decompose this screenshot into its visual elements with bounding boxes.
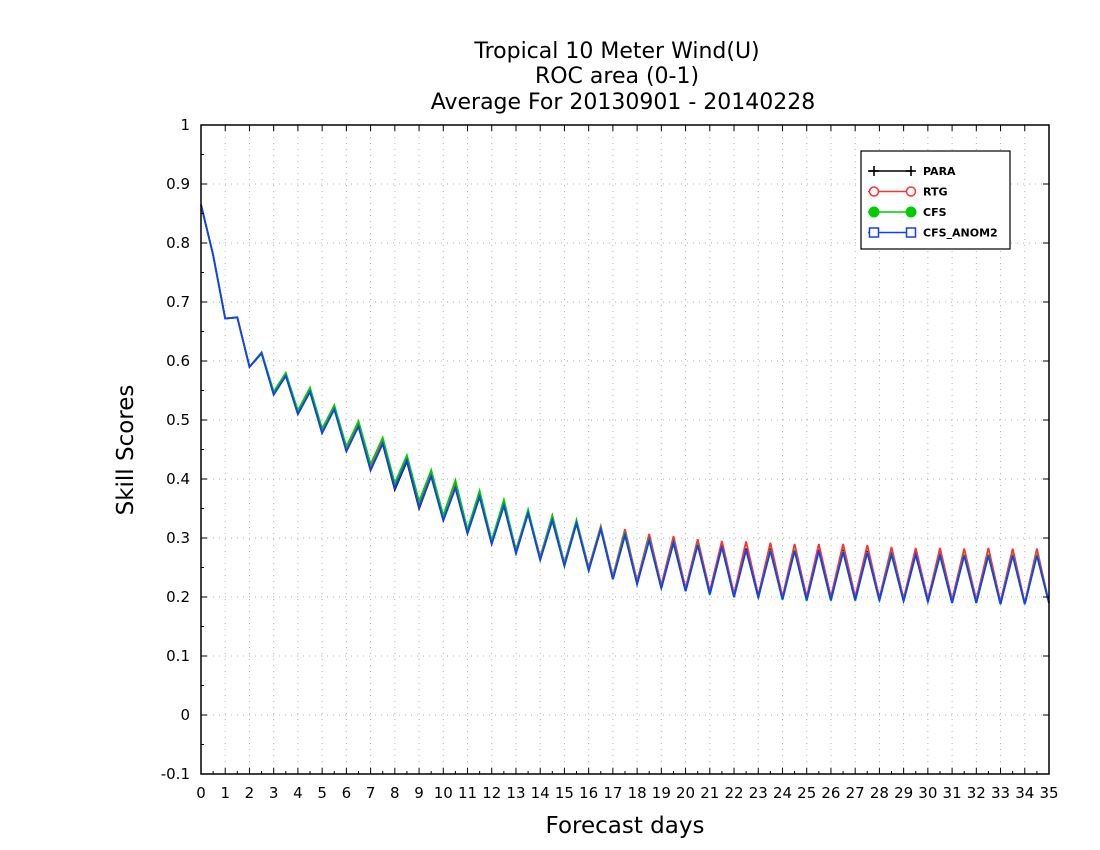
x-tick-label: 28	[870, 784, 889, 802]
x-tick-label: 8	[390, 784, 400, 802]
x-tick-label: 22	[724, 784, 743, 802]
title-line-2: ROC area (0-1)	[535, 64, 699, 89]
x-tick-label: 23	[749, 784, 768, 802]
x-tick-label: 26	[821, 784, 840, 802]
axis-ticks: 0 1 2 3 4 5 6 7 8 9 10 11 12 13 14 15 16 17 18 19 20 21 22 23 24…	[161, 116, 1059, 802]
y-tick-label: 0.8	[166, 234, 190, 252]
x-tick-label: 3	[269, 784, 279, 802]
x-tick-label: 18	[628, 784, 647, 802]
x-tick-label: 32	[967, 784, 986, 802]
x-tick-label: 35	[1039, 784, 1058, 802]
x-tick-label: 27	[846, 784, 865, 802]
x-tick-label: 15	[555, 784, 574, 802]
y-axis-label: Skill Scores	[113, 385, 139, 516]
x-tick-label: 5	[317, 784, 327, 802]
x-tick-label: 31	[943, 784, 962, 802]
series-lines	[200, 204, 1050, 606]
y-tick-label: 0.9	[166, 175, 190, 193]
series-line-cfs	[200, 204, 1050, 605]
x-tick-label: 33	[991, 784, 1010, 802]
y-tick-label: 0.3	[166, 529, 190, 547]
x-tick-label: 1	[220, 784, 230, 802]
x-tick-label: 11	[458, 784, 477, 802]
y-tick-label: -0.1	[161, 765, 190, 783]
x-tick-label: 7	[366, 784, 376, 802]
legend-label-para: PARA	[923, 165, 956, 178]
grid	[201, 125, 1049, 774]
legend: PARA RTG CFS CFS_ANOM2	[860, 150, 1011, 250]
x-tick-label: 2	[245, 784, 255, 802]
x-tick-label: 20	[676, 784, 695, 802]
legend-marker-cfs-anom2	[868, 227, 880, 238]
legend-marker-rtg	[868, 186, 880, 197]
series-line-cfs-anom2	[200, 204, 1050, 606]
y-tick-label: 0.4	[166, 470, 190, 488]
legend-label-cfs-anom2: CFS_ANOM2	[923, 227, 998, 240]
chart-title: Tropical 10 Meter Wind(U) ROC area (0-1)…	[431, 39, 816, 115]
x-tick-label: 4	[293, 784, 303, 802]
y-tick-label: 0.7	[166, 293, 190, 311]
x-tick-label: 6	[342, 784, 352, 802]
y-tick-label: 0.6	[166, 352, 190, 370]
x-tick-label: 21	[700, 784, 719, 802]
x-tick-label: 29	[894, 784, 913, 802]
title-line-1: Tropical 10 Meter Wind(U)	[473, 39, 759, 64]
x-tick-label: 17	[603, 784, 622, 802]
y-tick-label: 0.2	[166, 588, 190, 606]
legend-marker-cfs	[868, 206, 880, 218]
y-tick-label: 1	[180, 116, 190, 134]
title-line-3: Average For 20130901 - 20140228	[431, 90, 816, 115]
x-tick-label: 14	[531, 784, 550, 802]
x-tick-label: 13	[506, 784, 525, 802]
x-tick-label: 25	[797, 784, 816, 802]
series-line-rtg	[200, 204, 1050, 604]
legend-label-cfs: CFS	[923, 206, 947, 219]
y-tick-label: 0	[180, 706, 190, 724]
x-tick-label: 24	[773, 784, 792, 802]
series-line-para	[200, 204, 1050, 605]
x-tick-label: 34	[1015, 784, 1034, 802]
y-tick-label: 0.5	[166, 411, 190, 429]
x-tick-label: 10	[434, 784, 453, 802]
legend-label-rtg: RTG	[923, 186, 948, 199]
x-tick-label: 30	[918, 784, 937, 802]
x-tick-label: 12	[482, 784, 501, 802]
legend-marker-cfs	[905, 206, 917, 218]
x-tick-label: 9	[414, 784, 424, 802]
x-tick-label: 16	[579, 784, 598, 802]
y-tick-label: 0.1	[166, 647, 190, 665]
legend-marker-rtg	[905, 186, 917, 197]
x-tick-label: 19	[652, 784, 671, 802]
legend-marker-cfs-anom2	[905, 227, 917, 238]
x-axis-label: Forecast days	[546, 813, 705, 839]
x-tick-label: 0	[196, 784, 206, 802]
